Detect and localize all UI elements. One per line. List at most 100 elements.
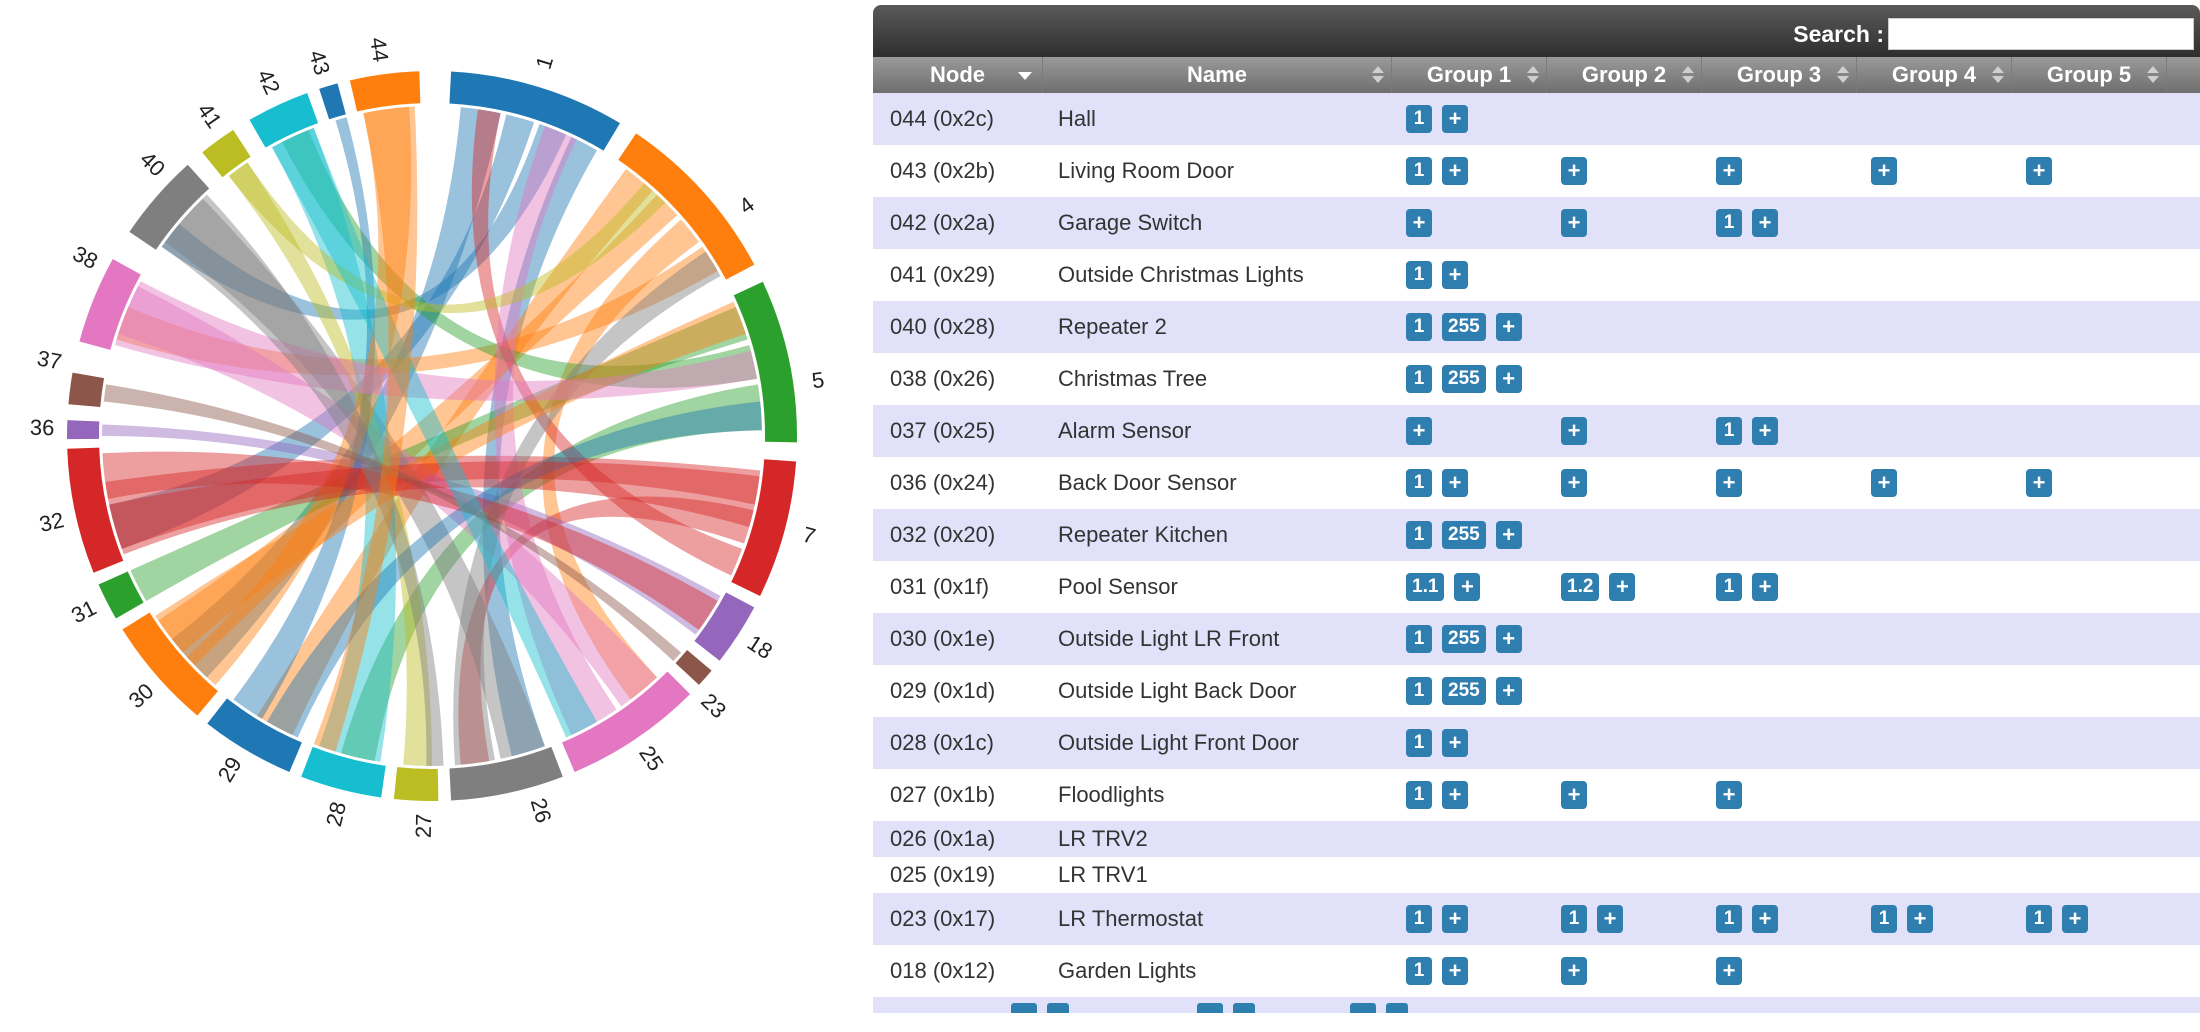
association-badge[interactable]: 1 [1716, 573, 1742, 601]
association-badge[interactable]: 1.1 [1406, 573, 1445, 601]
column-header-group-3[interactable]: Group 3 [1702, 57, 1857, 93]
add-association-button[interactable]: + [1597, 905, 1623, 933]
association-badge[interactable]: 1 [1561, 905, 1587, 933]
association-badge[interactable]: 1 [1406, 677, 1432, 705]
add-association-button[interactable]: + [1495, 365, 1522, 393]
column-header-name[interactable]: Name [1043, 57, 1392, 93]
chord-ribbon[interactable] [228, 162, 666, 314]
chord-ribbon[interactable] [161, 194, 444, 767]
chord-group-arc[interactable] [202, 129, 251, 178]
add-association-button[interactable]: + [1454, 573, 1481, 601]
add-association-button[interactable]: + [1495, 521, 1522, 549]
chord-ribbon[interactable] [272, 127, 397, 762]
column-header-group-1[interactable]: Group 1 [1392, 57, 1547, 93]
add-association-button[interactable]: + [1752, 209, 1778, 237]
association-badge[interactable]: 1 [1716, 417, 1742, 445]
chord-ribbon[interactable] [155, 301, 746, 653]
add-association-button[interactable]: + [1871, 157, 1897, 185]
chord-ribbon[interactable] [158, 194, 678, 666]
association-badge[interactable]: 1 [1406, 625, 1432, 653]
chord-ribbon[interactable] [102, 451, 718, 630]
chord-group-arc[interactable] [249, 93, 319, 148]
chord-ribbon[interactable] [494, 125, 617, 736]
add-association-button[interactable]: + [1442, 469, 1468, 497]
chord-ribbon[interactable] [458, 496, 754, 765]
chord-group-arc[interactable] [562, 671, 691, 772]
association-badge[interactable]: 255 [1442, 313, 1486, 341]
add-association-button[interactable]: + [1442, 105, 1468, 133]
association-badge[interactable]: 1 [1871, 905, 1897, 933]
association-badge[interactable]: 1 [1406, 261, 1432, 289]
chord-ribbon[interactable] [341, 384, 762, 761]
table-row[interactable]: 042 (0x2a) Garage Switch + +1 + [873, 197, 2200, 249]
add-association-button[interactable]: + [1442, 261, 1468, 289]
table-row[interactable]: 023 (0x17) LR Thermostat 1 +1 +1 +1 +1 + [873, 893, 2200, 945]
association-badge[interactable]: 255 [1442, 625, 1486, 653]
add-association-button[interactable]: + [1442, 905, 1468, 933]
chord-group-arc[interactable] [319, 83, 346, 120]
column-header-group-2[interactable]: Group 2 [1547, 57, 1702, 93]
table-row[interactable]: 027 (0x1b) Floodlights 1 + + + [873, 769, 2200, 821]
association-badge[interactable]: 1 [1406, 905, 1432, 933]
association-badge[interactable]: 1 [1406, 157, 1432, 185]
table-row[interactable]: 018 (0x12) Garden Lights 1 + + + [873, 945, 2200, 997]
table-row[interactable]: 036 (0x24) Back Door Sensor 1 + + + + + [873, 457, 2200, 509]
chord-ribbon[interactable] [116, 246, 718, 376]
association-badge[interactable]: 1 [1406, 105, 1432, 133]
add-association-button[interactable]: + [1561, 469, 1587, 497]
chord-group-arc[interactable] [733, 281, 797, 443]
add-association-button[interactable]: + [1442, 957, 1468, 985]
chord-group-arc[interactable] [122, 612, 218, 716]
add-association-button[interactable]: + [1716, 157, 1742, 185]
chord-ribbon[interactable] [228, 162, 432, 766]
chord-ribbon[interactable] [482, 136, 597, 757]
add-association-button[interactable]: + [1752, 417, 1778, 445]
association-badge[interactable]: 1 [1716, 905, 1742, 933]
association-badge[interactable]: 1 [1406, 781, 1432, 809]
chord-ribbon[interactable] [109, 114, 534, 549]
chord-group-arc[interactable] [79, 259, 141, 350]
add-association-button[interactable]: + [2026, 157, 2052, 185]
association-badge[interactable]: 1 [1406, 521, 1432, 549]
chord-group-arc[interactable] [67, 447, 124, 573]
table-row[interactable]: 044 (0x2c) Hall 1 + [873, 93, 2200, 145]
chord-ribbon[interactable] [105, 455, 761, 549]
chord-group-arc[interactable] [301, 746, 386, 798]
table-row[interactable]: 043 (0x2b) Living Room Door 1 + + + + + [873, 145, 2200, 197]
column-header-group-5[interactable]: Group 5 [2012, 57, 2167, 93]
chord-group-arc[interactable] [694, 592, 755, 661]
association-badge[interactable]: 1 [1406, 469, 1432, 497]
chord-ribbon[interactable] [114, 281, 757, 401]
add-association-button[interactable]: + [2062, 905, 2088, 933]
chord-ribbon[interactable] [257, 169, 653, 736]
table-row[interactable]: 031 (0x1f) Pool Sensor 1.1 +1.2 +1 + [873, 561, 2200, 613]
chord-ribbon[interactable] [272, 127, 597, 738]
chord-ribbon[interactable] [282, 130, 757, 389]
chord-group-arc[interactable] [449, 71, 620, 151]
add-association-button[interactable]: + [1561, 781, 1587, 809]
chord-ribbon[interactable] [313, 106, 418, 752]
table-row[interactable]: 032 (0x20) Repeater Kitchen 1 255 + [873, 509, 2200, 561]
chord-ribbon[interactable] [161, 123, 567, 320]
chord-group-arc[interactable] [207, 698, 302, 772]
chord-ribbon[interactable] [542, 219, 699, 700]
association-badge[interactable]: 255 [1442, 521, 1486, 549]
add-association-button[interactable]: + [1752, 573, 1778, 601]
chord-group-arc[interactable] [129, 164, 210, 250]
add-association-button[interactable]: + [1716, 957, 1742, 985]
association-badge[interactable]: 1 [1406, 313, 1432, 341]
association-badge[interactable]: 255 [1442, 677, 1486, 705]
add-association-button[interactable]: + [1907, 905, 1933, 933]
table-row[interactable]: 030 (0x1e) Outside Light LR Front 1 255 + [873, 613, 2200, 665]
chord-ribbon[interactable] [471, 109, 743, 576]
chord-ribbon[interactable] [130, 307, 748, 601]
add-association-button[interactable]: + [1442, 157, 1468, 185]
association-badge[interactable]: 1 [2026, 905, 2052, 933]
table-row[interactable]: 037 (0x25) Alarm Sensor + +1 + [873, 405, 2200, 457]
chord-group-arc[interactable] [393, 767, 439, 801]
chord-ribbon[interactable] [186, 106, 412, 686]
column-header-group-4[interactable]: Group 4 [1857, 57, 2012, 93]
add-association-button[interactable]: + [2026, 469, 2052, 497]
chord-ribbon[interactable] [118, 286, 658, 707]
add-association-button[interactable]: + [1495, 625, 1522, 653]
